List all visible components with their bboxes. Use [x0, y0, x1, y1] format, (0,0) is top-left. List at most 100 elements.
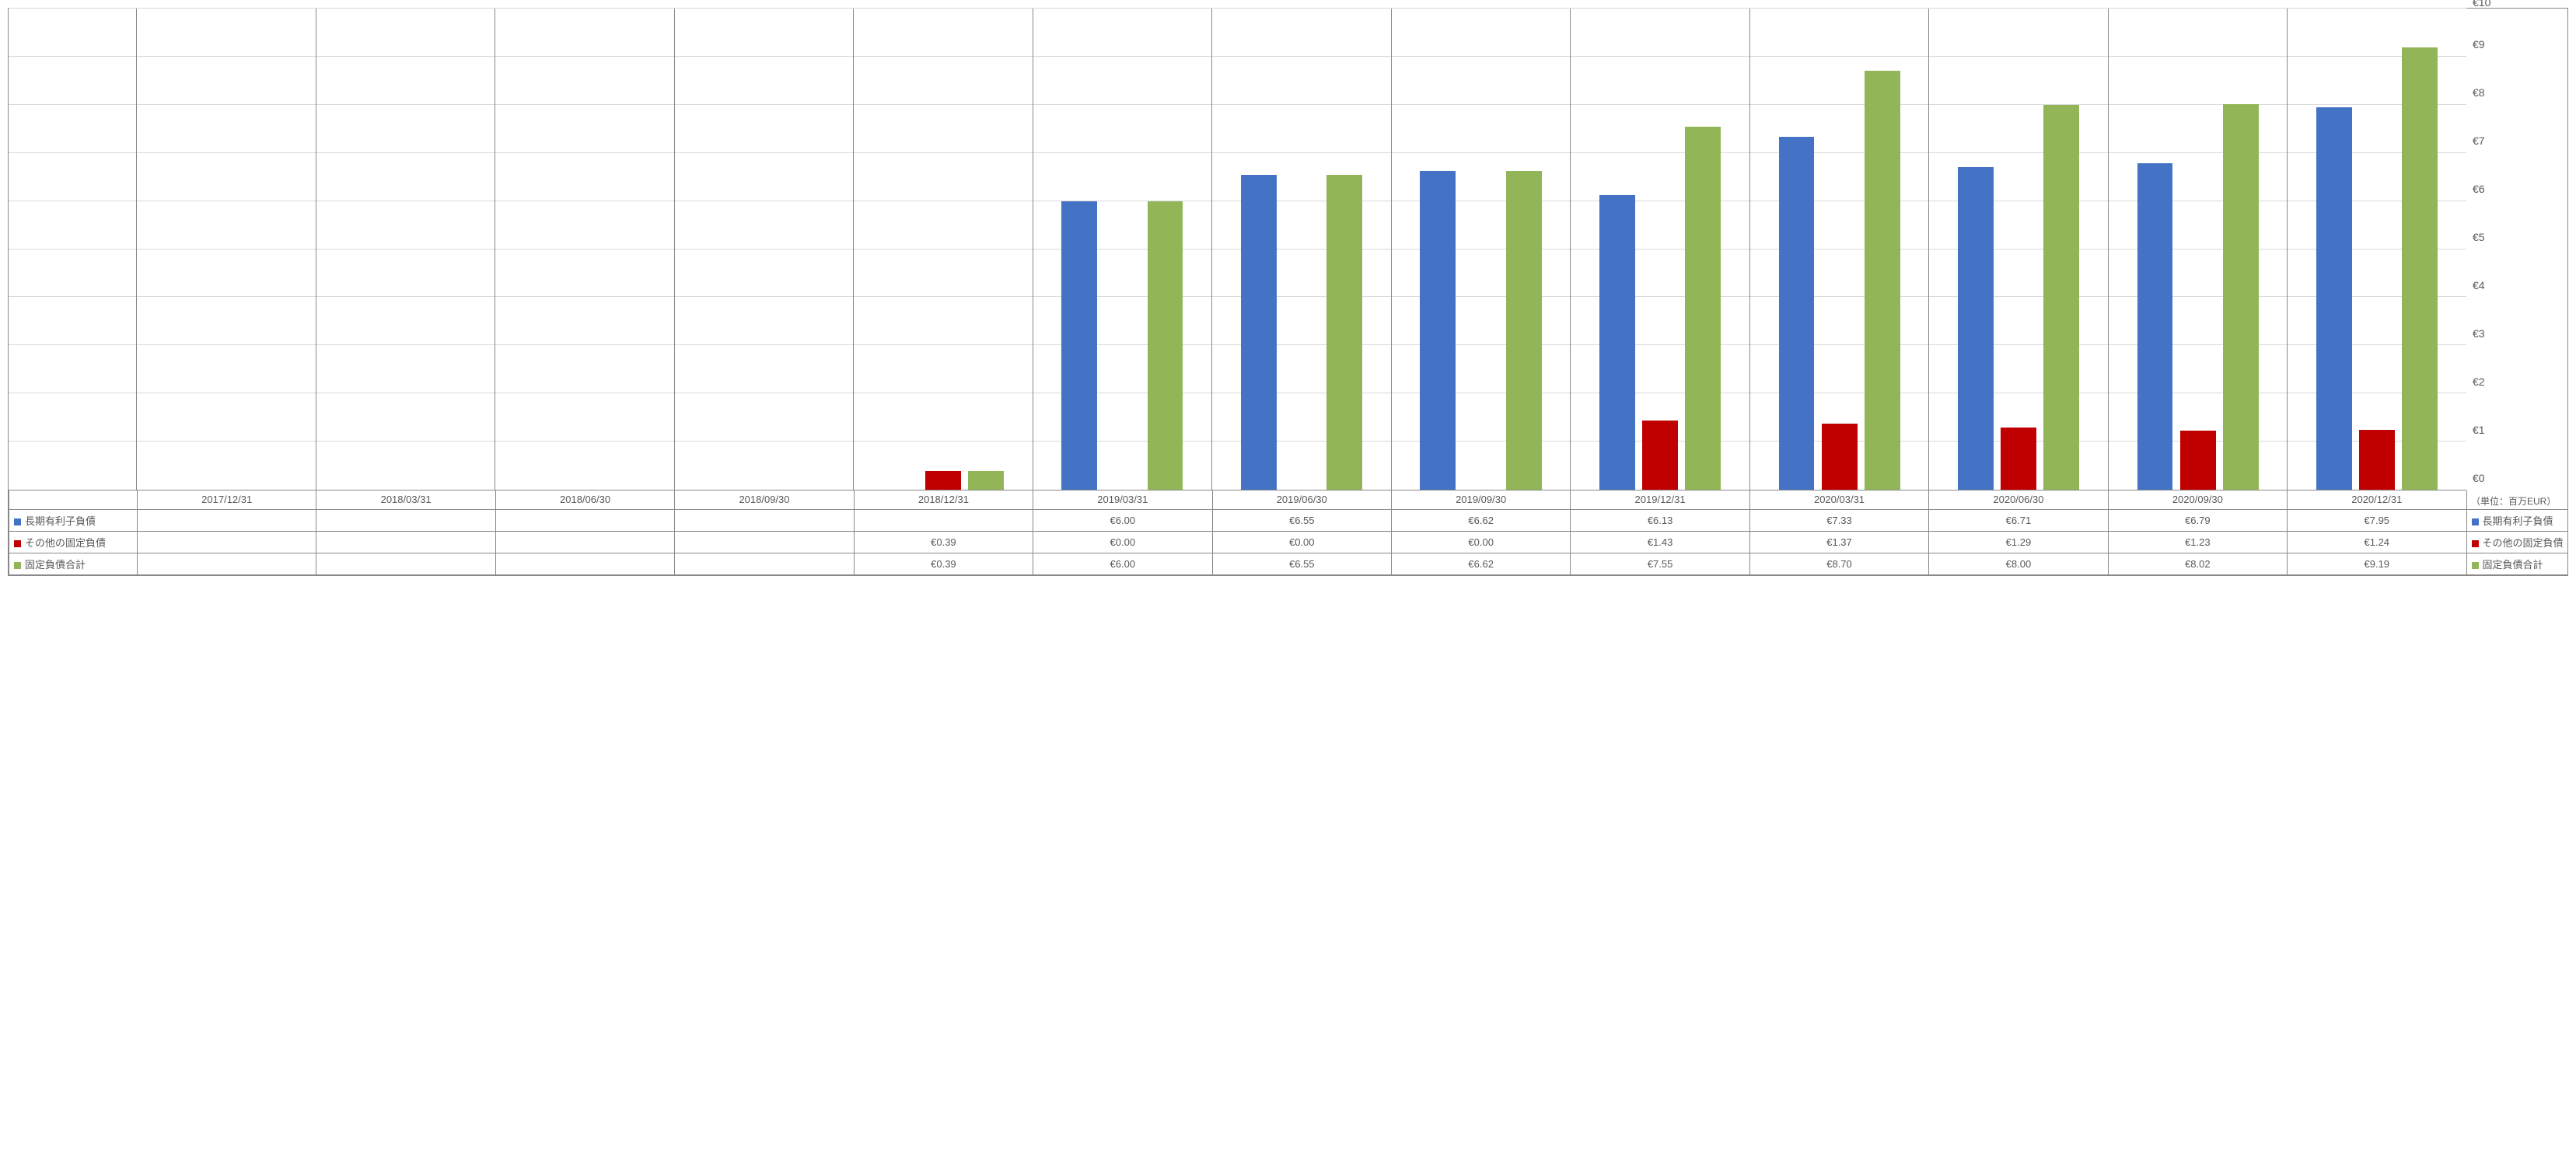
legend-swatch	[2472, 518, 2479, 525]
value-cell: €6.55	[1212, 509, 1391, 531]
value-cell: €6.55	[1212, 553, 1391, 574]
value-cell: €6.00	[1033, 553, 1212, 574]
series-rowhead: 固定負債合計	[9, 553, 138, 574]
category-header: 2018/09/30	[675, 490, 854, 509]
bar-0	[1958, 167, 1994, 490]
bar-0	[2316, 107, 2352, 490]
bar-2	[2043, 105, 2079, 490]
y-tick-label: €8	[2473, 86, 2485, 99]
value-cell: €7.95	[2288, 509, 2466, 531]
category-slot	[1392, 9, 1571, 490]
value-cell: €8.02	[2108, 553, 2287, 574]
value-cell: €0.00	[1033, 531, 1212, 553]
value-cell: €1.24	[2288, 531, 2466, 553]
value-cell: €8.70	[1749, 553, 1928, 574]
category-slot	[2288, 9, 2466, 490]
series-name: 固定負債合計	[2483, 559, 2543, 571]
value-cell	[316, 509, 495, 531]
value-cell	[675, 553, 854, 574]
value-cell: €0.39	[854, 531, 1033, 553]
bar-1	[2359, 430, 2395, 490]
bar-0	[1061, 201, 1097, 490]
y-axis-unit-label: （単位：百万EUR）	[2471, 494, 2556, 508]
value-cell: €6.71	[1929, 509, 2108, 531]
y-tick-label: €9	[2473, 38, 2485, 51]
value-cell: €0.00	[1212, 531, 1391, 553]
table-corner	[9, 490, 138, 509]
bar-2	[1326, 175, 1362, 490]
legend-swatch	[2472, 562, 2479, 569]
value-cell: €7.33	[1749, 509, 1928, 531]
category-slot	[675, 9, 855, 490]
data-table: 2017/12/312018/03/312018/06/302018/09/30…	[9, 490, 2567, 575]
value-cell	[675, 509, 854, 531]
value-cell	[675, 531, 854, 553]
legend-swatch	[2472, 540, 2479, 547]
bar-2	[968, 471, 1004, 490]
y-tick-label: €5	[2473, 231, 2485, 243]
legend-right-cell: その他の固定負債	[2466, 531, 2567, 553]
legend-swatch	[14, 540, 21, 547]
legend-right-cell: 固定負債合計	[2466, 553, 2567, 574]
legend-right-cell: 長期有利子負債	[2466, 509, 2567, 531]
category-slot	[1212, 9, 1392, 490]
liabilities-bar-chart: （単位：百万EUR） €0€1€2€3€4€5€6€7€8€9€10 2017/…	[8, 8, 2568, 576]
bar-2	[1506, 171, 1542, 490]
y-tick-label: €10	[2473, 0, 2490, 9]
category-slot	[137, 9, 316, 490]
value-cell: €1.37	[1749, 531, 1928, 553]
category-header: 2018/03/31	[316, 490, 495, 509]
value-cell	[138, 553, 316, 574]
value-cell: €6.62	[1391, 509, 1570, 531]
value-cell: €6.79	[2108, 509, 2287, 531]
category-header: 2020/09/30	[2108, 490, 2287, 509]
y-tick-label: €6	[2473, 183, 2485, 195]
category-header: 2019/09/30	[1391, 490, 1570, 509]
bar-1	[925, 471, 961, 490]
bar-2	[1685, 127, 1721, 490]
value-cell: €6.62	[1391, 553, 1570, 574]
value-cell: €8.00	[1929, 553, 2108, 574]
series-name: その他の固定負債	[25, 537, 106, 549]
plot-left-gutter	[9, 9, 137, 490]
value-cell: €1.29	[1929, 531, 2108, 553]
series-name: 長期有利子負債	[2483, 515, 2553, 527]
bar-0	[1599, 195, 1635, 490]
y-tick-label: €1	[2473, 424, 2485, 436]
value-cell: €1.23	[2108, 531, 2287, 553]
y-tick-label: €2	[2473, 375, 2485, 388]
value-cell	[495, 509, 674, 531]
category-header: 2018/06/30	[495, 490, 674, 509]
y-tick-label: €0	[2473, 472, 2485, 484]
category-slot	[1571, 9, 1750, 490]
category-slot	[1929, 9, 2109, 490]
value-cell: €7.55	[1571, 553, 1749, 574]
bar-0	[1420, 171, 1456, 490]
bar-2	[1148, 201, 1183, 490]
bar-1	[2180, 431, 2216, 490]
bar-1	[2001, 428, 2036, 490]
value-cell: €6.13	[1571, 509, 1749, 531]
plot-region	[9, 9, 2466, 490]
value-cell	[138, 531, 316, 553]
series-rowhead: その他の固定負債	[9, 531, 138, 553]
series-name: 長期有利子負債	[25, 515, 96, 527]
bar-0	[1241, 175, 1277, 490]
category-header: 2019/03/31	[1033, 490, 1212, 509]
value-cell: €1.43	[1571, 531, 1749, 553]
category-slot	[854, 9, 1033, 490]
series-name: 固定負債合計	[25, 559, 86, 571]
series-name: その他の固定負債	[2483, 537, 2564, 549]
bar-1	[1822, 424, 1858, 490]
value-cell: €6.00	[1033, 509, 1212, 531]
category-slot	[1750, 9, 1930, 490]
bar-2	[2402, 47, 2438, 490]
y-tick-label: €4	[2473, 279, 2485, 292]
value-cell	[138, 509, 316, 531]
y-tick-label: €7	[2473, 134, 2485, 147]
value-cell: €0.00	[1391, 531, 1570, 553]
bar-2	[2223, 104, 2259, 490]
value-cell	[316, 553, 495, 574]
category-header: 2019/12/31	[1571, 490, 1749, 509]
category-slot	[495, 9, 675, 490]
